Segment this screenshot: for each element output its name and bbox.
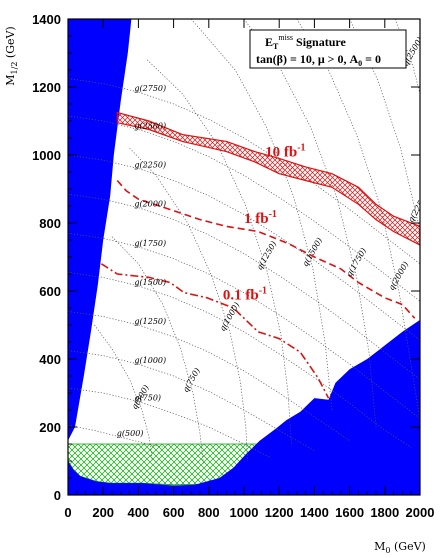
squark-mass-contour <box>129 147 248 462</box>
reach-curves <box>100 111 420 399</box>
mass-contours <box>68 19 420 465</box>
squark-mass-contour <box>94 324 153 462</box>
gluino-mass-contour <box>68 271 412 448</box>
gluino-contour-label: g(2500) <box>134 122 166 131</box>
x-tick-label: 1800 <box>370 505 399 520</box>
x-axis-title: M0 (GeV) <box>374 540 426 555</box>
gluino-contour-label: g(1750) <box>134 239 166 248</box>
squark-mass-contour <box>146 59 292 445</box>
axis-ticks: 0 200 400 600 800 1000 1200 1400 1600 1800 2000 0 20… <box>32 12 434 520</box>
signature-legend-box: ETmiss Signature tan(β) = 10, μ > 0, A0 … <box>249 29 407 69</box>
y-tick-label: 200 <box>39 420 61 435</box>
squark-mass-contour <box>296 19 420 421</box>
plot-area: g(500) g(750) g(1000) g(1250) g(1500) g(1750)… <box>68 19 430 495</box>
excluded-regions <box>68 19 420 495</box>
squark-mass-contour <box>111 236 204 465</box>
gluino-mass-contour <box>68 387 271 458</box>
gluino-contour-label: g(1000) <box>134 356 166 365</box>
gluino-mass-contour <box>68 232 420 419</box>
reach-label: 10 fb-1 <box>265 143 305 161</box>
gluino-contour-label: g(2250) <box>134 161 166 170</box>
gluino-contour-label: g(1250) <box>134 317 166 326</box>
legend-parameters: tan(β) = 10, μ > 0, A0 = 0 <box>256 52 381 68</box>
gluino-contour-label: g(500) <box>117 429 144 438</box>
y-tick-label: 800 <box>39 216 61 231</box>
gluino-mass-contour <box>68 424 165 448</box>
squark-contour-label: q(1000) <box>218 301 242 333</box>
gluino-contour-label: g(2750) <box>134 84 166 93</box>
reach-curve-dashdot <box>100 263 330 399</box>
x-tick-label: 1400 <box>300 505 329 520</box>
x-tick-label: 800 <box>198 505 220 520</box>
squark-contour-label: q(2000) <box>387 260 411 292</box>
squark-contour-label: q(2250) <box>406 192 430 224</box>
y-axis-title: M1/2 (GeV) <box>4 26 19 85</box>
squark-mass-contour <box>349 19 420 237</box>
x-tick-label: 1600 <box>335 505 364 520</box>
reach-curve-dashed <box>116 179 416 319</box>
x-tick-label: 600 <box>163 505 185 520</box>
excluded-region-bottom <box>68 319 420 495</box>
reach-band-10fb <box>116 111 420 246</box>
gluino-contour-label: g(750) <box>134 394 161 403</box>
x-tick-label: 1200 <box>265 505 294 520</box>
reach-labels: 10 fb-1 1 fb-1 0.1 fb-1 <box>223 143 306 304</box>
x-tick-label: 200 <box>92 505 114 520</box>
reach-label: 0.1 fb-1 <box>223 286 267 304</box>
gluino-mass-contour <box>68 154 420 341</box>
squark-contour-label: q(1750) <box>345 246 369 278</box>
gluino-contour-label: g(2000) <box>134 200 166 209</box>
squark-contour-label: q(1250) <box>255 240 279 272</box>
y-tick-label: 600 <box>39 284 61 299</box>
y-tick-label: 1000 <box>32 148 61 163</box>
legend-title: ETmiss Signature <box>265 33 346 51</box>
gluino-mass-contour <box>68 193 420 380</box>
reach-label: 1 fb-1 <box>244 209 277 227</box>
gluino-mass-contour <box>68 311 350 441</box>
x-tick-label: 0 <box>64 505 71 520</box>
squark-mass-contour <box>243 19 377 428</box>
x-tick-label: 400 <box>128 505 150 520</box>
gluino-mass-contour <box>68 78 420 265</box>
gluino-contour-label: g(1500) <box>134 278 166 287</box>
y-tick-label: 400 <box>39 352 61 367</box>
excluded-region-left <box>68 19 132 441</box>
y-tick-label: 1200 <box>32 80 61 95</box>
squark-mass-contour <box>395 19 420 94</box>
y-tick-label: 0 <box>54 488 61 503</box>
x-tick-label: 1000 <box>230 505 259 520</box>
gluino-mass-contour <box>68 115 420 302</box>
x-tick-label: 2000 <box>406 505 435 520</box>
y-tick-label: 1400 <box>32 12 61 27</box>
